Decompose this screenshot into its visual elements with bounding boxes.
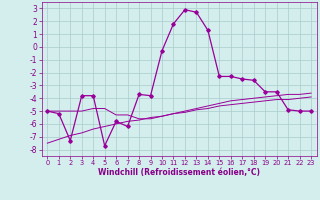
X-axis label: Windchill (Refroidissement éolien,°C): Windchill (Refroidissement éolien,°C) — [98, 168, 260, 177]
